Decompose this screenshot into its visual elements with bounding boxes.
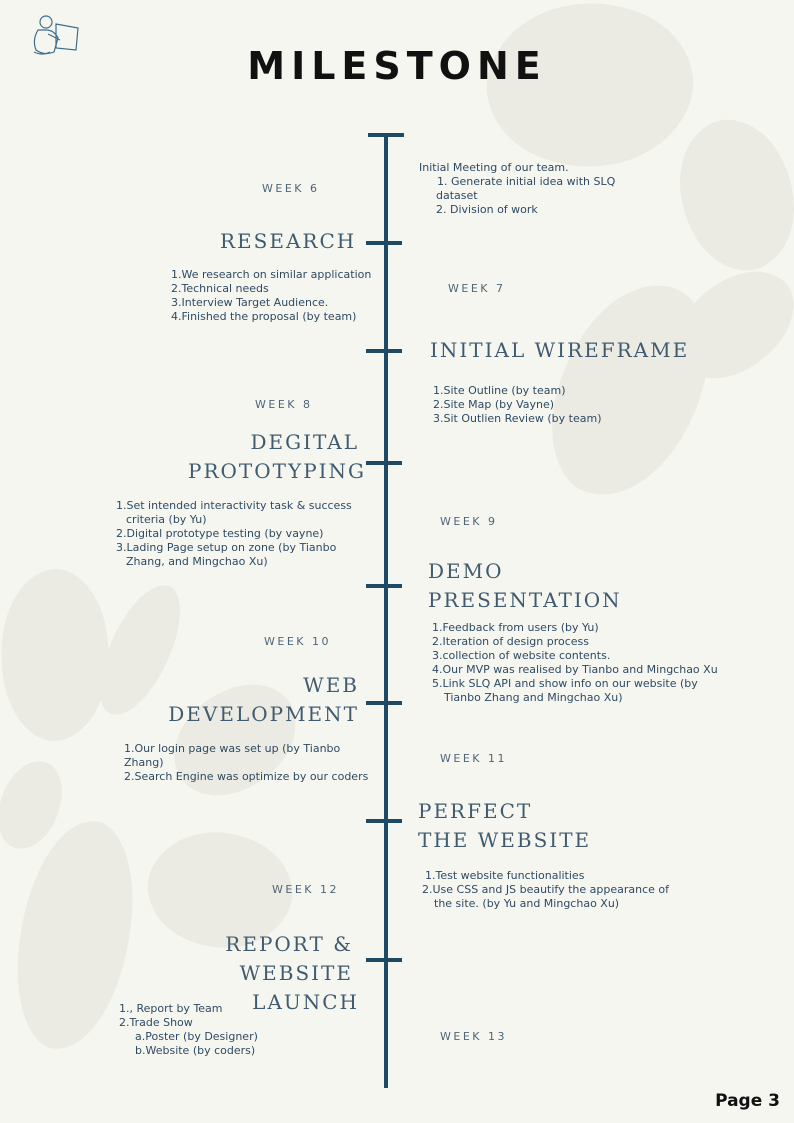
list-item: 2.Search Engine was optimize by our code… (124, 770, 369, 783)
list-item: Zhang, and Mingchao Xu) (126, 555, 268, 568)
page-title: MILESTONE (247, 44, 547, 88)
milestone-heading: DEGITAL PROTOTYPING (188, 428, 367, 486)
list-item: 2.Trade Show (119, 1016, 193, 1029)
list-item: 1.Set intended interactivity task & succ… (116, 499, 352, 512)
list-item: 3.collection of website contents. (432, 649, 611, 662)
heading-line: DEVELOPMENT (168, 702, 359, 726)
list-item: dataset (436, 189, 478, 202)
milestone-heading: PERFECT THE WEBSITE (418, 797, 591, 855)
week-label: WEEK 11 (440, 752, 507, 765)
list-item: 3.Lading Page setup on zone (by Tianbo (116, 541, 337, 554)
list-item: 3.Interview Target Audience. (171, 296, 329, 309)
list-item: 1.We research on similar application (171, 268, 372, 281)
timeline-line (384, 133, 388, 1088)
list-item: 4.Finished the proposal (by team) (171, 310, 357, 323)
page-number: Page 3 (715, 1091, 780, 1111)
launch-list: 1., Report by Team 2.Trade Show a.Poster… (119, 1002, 319, 1058)
list-item: 2.Digital prototype testing (by vayne) (116, 527, 324, 540)
prototyping-list: 1.Set intended interactivity task & succ… (116, 499, 376, 569)
list-item: Initial Meeting of our team. (419, 161, 569, 174)
timeline-tick (366, 701, 402, 705)
list-item: 1.Test website functionalities (425, 869, 585, 882)
list-item: 1.Our login page was set up (by Tianbo Z… (124, 742, 341, 769)
timeline-tick (366, 958, 402, 962)
heading-line: DEMO (428, 559, 504, 583)
timeline-tick (366, 819, 402, 823)
heading-line: WEB (303, 673, 359, 697)
week-label: WEEK 13 (440, 1030, 507, 1043)
week-label: WEEK 7 (448, 282, 506, 295)
list-item: 4.Our MVP was realised by Tianbo and Min… (432, 663, 718, 676)
list-item: 1., Report by Team (119, 1002, 223, 1015)
list-item: 1. Generate initial idea with SLQ (437, 175, 616, 188)
list-item: a.Poster (by Designer) (135, 1030, 258, 1043)
milestone-heading: RESEARCH (220, 229, 357, 253)
milestone-heading: REPORT & WEBSITE LAUNCH (110, 930, 359, 1017)
milestone-heading: WEB DEVELOPMENT (168, 671, 359, 729)
wireframe-list: 1.Site Outline (by team) 2.Site Map (by … (433, 384, 633, 426)
heading-line: THE WEBSITE (418, 828, 592, 852)
list-item: Tianbo Zhang and Mingchao Xu) (444, 691, 623, 704)
timeline-tick (366, 584, 402, 588)
milestone-heading: DEMO PRESENTATION (428, 557, 622, 615)
list-item: b.Website (by coders) (135, 1044, 256, 1057)
heading-line: PROTOTYPING (188, 459, 367, 483)
list-item: 2.Site Map (by Vayne) (433, 398, 555, 411)
milestone-heading: INITIAL WIREFRAME (430, 338, 690, 362)
reading-person-icon (28, 12, 82, 58)
webdev-list: 1.Our login page was set up (by Tianbo Z… (124, 742, 382, 784)
heading-line: DEGITAL (250, 430, 359, 454)
heading-line: PERFECT (418, 799, 533, 823)
list-item: 2.Use CSS and JS beautify the appearance… (422, 883, 670, 896)
list-item: 2. Division of work (436, 203, 538, 216)
list-item: 2.Technical needs (171, 282, 269, 295)
timeline-tick (366, 349, 402, 353)
week-label: WEEK 8 (255, 398, 313, 411)
week-label: WEEK 12 (272, 883, 339, 896)
demo-list: 1.Feedback from users (by Yu) 2.Iteratio… (432, 621, 732, 705)
list-item: 2.Iteration of design process (432, 635, 590, 648)
list-item: 3.Sit Outlien Review (by team) (433, 412, 602, 425)
heading-line: PRESENTATION (428, 588, 622, 612)
list-item: 5.Link SLQ API and show info on our webs… (432, 677, 698, 690)
timeline-tick (366, 461, 402, 465)
week-label: WEEK 6 (262, 182, 320, 195)
heading-line: LAUNCH (252, 990, 359, 1014)
week-label: WEEK 10 (264, 635, 331, 648)
list-item: the site. (by Yu and Mingchao Xu) (434, 897, 620, 910)
heading-line: REPORT & WEBSITE (225, 932, 353, 985)
week6-notes: Initial Meeting of our team. 1. Generate… (419, 161, 649, 217)
week-label: WEEK 9 (440, 515, 498, 528)
timeline-tick (368, 133, 404, 137)
timeline-tick (366, 241, 402, 245)
list-item: criteria (by Yu) (126, 513, 207, 526)
list-item: 1.Feedback from users (by Yu) (432, 621, 599, 634)
perfect-list: 1.Test website functionalities 2.Use CSS… (422, 869, 692, 911)
research-list: 1.We research on similar application 2.T… (171, 268, 381, 324)
list-item: 1.Site Outline (by team) (433, 384, 566, 397)
